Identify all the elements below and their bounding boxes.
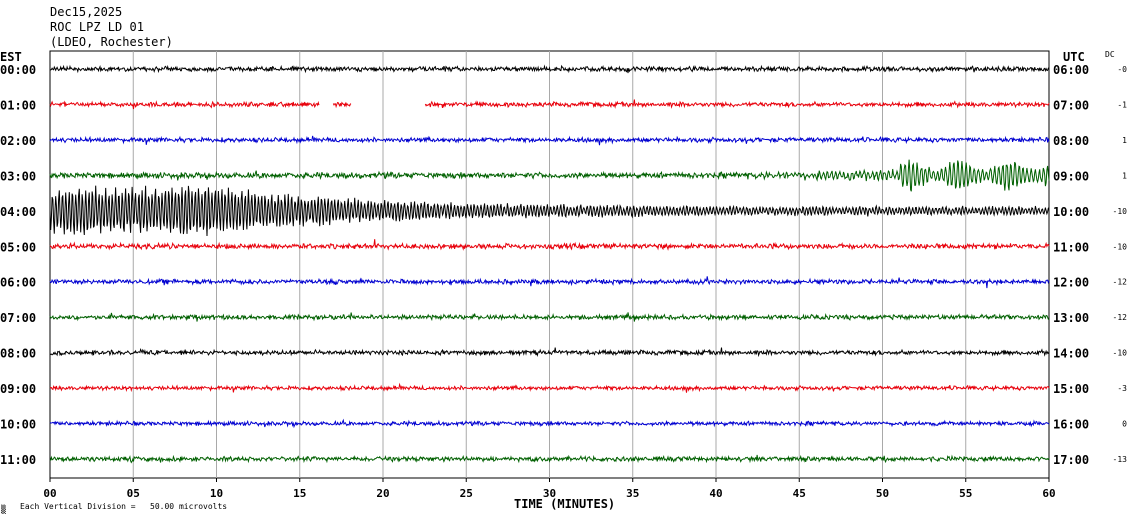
trace-line <box>49 159 1050 192</box>
corner-mark: ▒ <box>1 504 6 514</box>
row-dc-offset: -13 <box>1113 455 1128 464</box>
row-label-utc: 17:00 <box>1053 453 1089 467</box>
trace-line <box>49 454 1050 464</box>
row-label-utc: 07:00 <box>1053 98 1089 112</box>
left-axis-title: EST <box>0 50 22 64</box>
x-tick-label: 30 <box>543 487 556 500</box>
x-tick-label: 55 <box>959 487 972 500</box>
trace-line <box>49 382 1050 393</box>
x-tick-label: 50 <box>876 487 889 500</box>
row-label-est: 05:00 <box>0 240 36 254</box>
x-tick-label: 35 <box>626 487 639 500</box>
trace-line <box>49 276 1050 289</box>
row-label-utc: 15:00 <box>1053 382 1089 396</box>
x-axis-ticks: 00 05 10 15 20 25 30 35 40 45 50 55 60 <box>43 478 1056 500</box>
row-dc-offset: -12 <box>1113 278 1128 287</box>
header-station: ROC LPZ LD 01 <box>50 20 144 34</box>
trace-line <box>49 239 1050 251</box>
right-axis-title: UTC <box>1063 50 1085 64</box>
trace-line <box>49 347 1050 358</box>
x-tick-label: 20 <box>376 487 389 500</box>
row-label-utc: 06:00 <box>1053 63 1089 77</box>
row-label-utc: 11:00 <box>1053 240 1089 254</box>
row-label-est: 09:00 <box>0 382 36 396</box>
seismic-traces <box>49 64 1050 464</box>
row-label-utc: 08:00 <box>1053 134 1089 148</box>
x-tick-label: 10 <box>210 487 223 500</box>
x-tick-label: 25 <box>460 487 473 500</box>
trace-line <box>49 99 1050 110</box>
x-axis-label: TIME (MINUTES) <box>514 497 615 511</box>
row-label-utc: 12:00 <box>1053 276 1089 290</box>
header-network: (LDEO, Rochester) <box>50 35 173 49</box>
row-dc-offset: 0 <box>1122 420 1127 429</box>
row-dc-offset: -10 <box>1113 349 1128 358</box>
row-dc-offset: -1 <box>1117 100 1127 109</box>
row-label-est: 08:00 <box>0 347 36 361</box>
vertical-gridlines <box>132 51 967 478</box>
row-label-est: 07:00 <box>0 311 36 325</box>
trace-line <box>49 185 1050 237</box>
row-dc-offset: -0 <box>1117 65 1127 74</box>
row-dc-offset: 1 <box>1122 171 1127 180</box>
x-tick-label: 40 <box>709 487 722 500</box>
row-dc-offset: -10 <box>1113 242 1128 251</box>
header-date: Dec15,2025 <box>50 5 122 19</box>
x-tick-label: 60 <box>1042 487 1055 500</box>
row-label-utc: 16:00 <box>1053 418 1089 432</box>
row-label-est: 00:00 <box>0 63 36 77</box>
row-label-utc: 09:00 <box>1053 169 1089 183</box>
x-tick-label: 45 <box>793 487 806 500</box>
row-dc-offset: 1 <box>1122 136 1127 145</box>
trace-line <box>49 64 1050 74</box>
x-tick-label: 05 <box>127 487 140 500</box>
x-tick-label: 15 <box>293 487 306 500</box>
row-label-est: 04:00 <box>0 205 36 219</box>
row-label-est: 03:00 <box>0 169 36 183</box>
row-label-est: 02:00 <box>0 134 36 148</box>
trace-line <box>49 312 1050 322</box>
row-dc-offset: -3 <box>1117 384 1127 393</box>
row-label-est: 06:00 <box>0 276 36 290</box>
dc-axis-title: DC <box>1105 50 1115 59</box>
trace-line <box>49 135 1050 146</box>
row-labels: 00:00 06:00 -0 01:00 07:00 -1 02:00 08:00 1 03:00… <box>0 63 1127 467</box>
row-dc-offset: -12 <box>1113 313 1128 322</box>
scale-note: Each Vertical Division = 50.00 microvolt… <box>20 502 227 511</box>
x-tick-label: 00 <box>43 487 56 500</box>
row-label-est: 01:00 <box>0 98 36 112</box>
row-label-utc: 10:00 <box>1053 205 1089 219</box>
trace-line <box>49 418 1050 429</box>
row-label-est: 11:00 <box>0 453 36 467</box>
row-dc-offset: -10 <box>1113 207 1128 216</box>
row-label-est: 10:00 <box>0 418 36 432</box>
row-label-utc: 14:00 <box>1053 347 1089 361</box>
row-label-utc: 13:00 <box>1053 311 1089 325</box>
